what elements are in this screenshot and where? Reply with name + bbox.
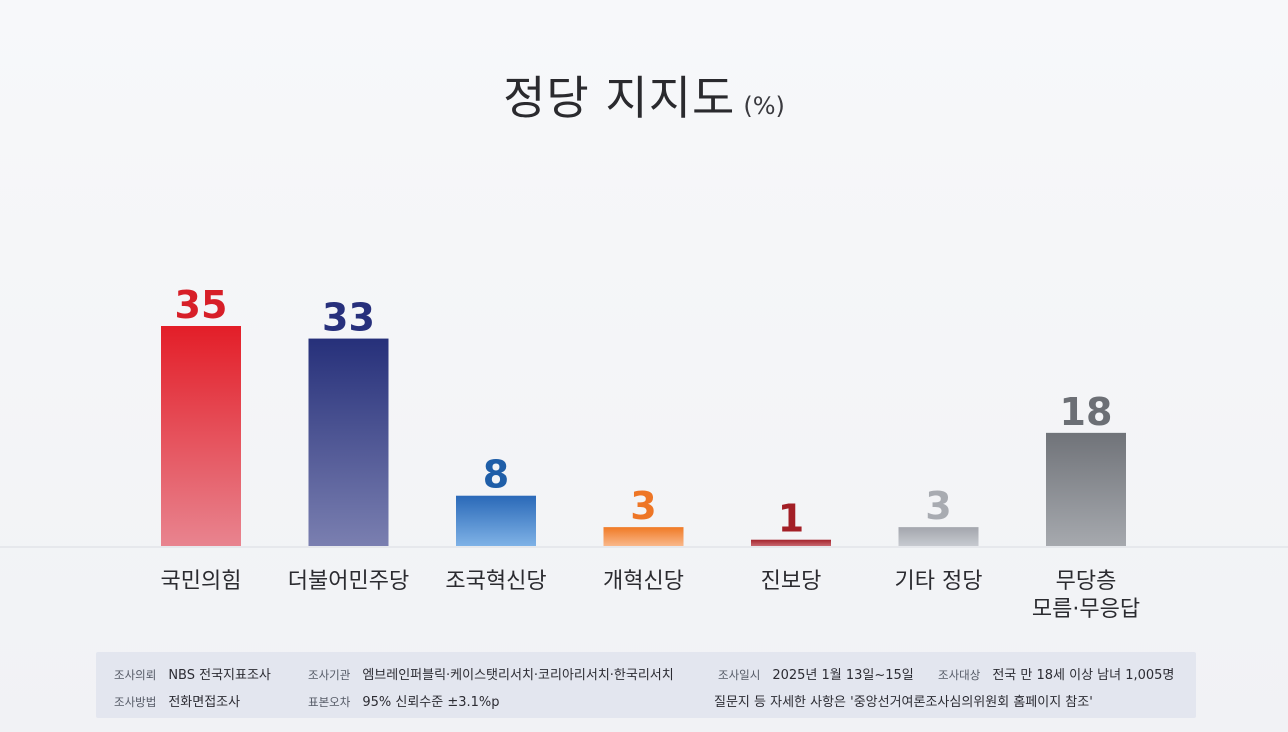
footer-note: 질문지 등 자세한 사항은 '중앙선거여론조사심의위원회 홈페이지 참조' xyxy=(714,695,1093,710)
category-label-0: 국민의힘 xyxy=(161,569,242,594)
chart-title: 정당 지지도 xyxy=(503,71,736,125)
value-label-5: 3 xyxy=(925,484,951,528)
bar-chart: 35 국민의힘 33 더불어민주당 8 조국혁신당 3 개혁신당 1 진보당 3 기타 정당 18 무당층… xyxy=(0,283,1288,622)
value-label-3: 3 xyxy=(630,484,656,528)
category-label-5: 기타 정당 xyxy=(895,569,983,594)
value-label-0: 35 xyxy=(175,283,228,327)
category-label-3: 개혁신당 xyxy=(603,569,684,594)
value-label-6: 18 xyxy=(1060,390,1113,434)
category-label-1: 더불어민주당 xyxy=(288,569,409,594)
survey-info-footer: 조사의뢰 NBS 전국지표조사 조사기관 엠브레인퍼블릭·케이스탯리서치·코리아리서… xyxy=(96,652,1196,718)
category-label-6-1: 모름·무응답 xyxy=(1032,597,1140,622)
bar-3 xyxy=(603,527,684,546)
bar-6 xyxy=(1046,432,1126,546)
category-label-6-0: 무당층 xyxy=(1056,569,1117,594)
footer-agency: 조사기관 엠브레인퍼블릭·케이스탯리서치·코리아리서치·한국리서치 xyxy=(308,668,674,683)
value-label-2: 8 xyxy=(483,453,509,497)
footer-method: 조사방법 전화면접조사 xyxy=(114,695,241,710)
bar-5 xyxy=(898,527,979,546)
bar-1 xyxy=(308,338,389,546)
footer-date: 조사일시 2025년 1월 13일~15일 xyxy=(718,668,914,683)
category-label-4: 진보당 xyxy=(761,569,822,594)
value-label-4: 1 xyxy=(778,497,804,541)
value-label-1: 33 xyxy=(322,296,375,340)
chart-unit: (%) xyxy=(743,92,785,120)
bar-0 xyxy=(161,326,241,546)
category-label-2: 조국혁신당 xyxy=(445,569,546,594)
chart-title-block: 정당 지지도 (%) xyxy=(0,62,1288,128)
bar-4 xyxy=(751,539,831,546)
footer-error: 표본오차 95% 신뢰수준 ±3.1%p xyxy=(308,695,500,710)
bar-2 xyxy=(456,495,536,546)
footer-sponsor: 조사의뢰 NBS 전국지표조사 xyxy=(114,668,271,683)
footer-target: 조사대상 전국 만 18세 이상 남녀 1,005명 xyxy=(938,668,1175,683)
